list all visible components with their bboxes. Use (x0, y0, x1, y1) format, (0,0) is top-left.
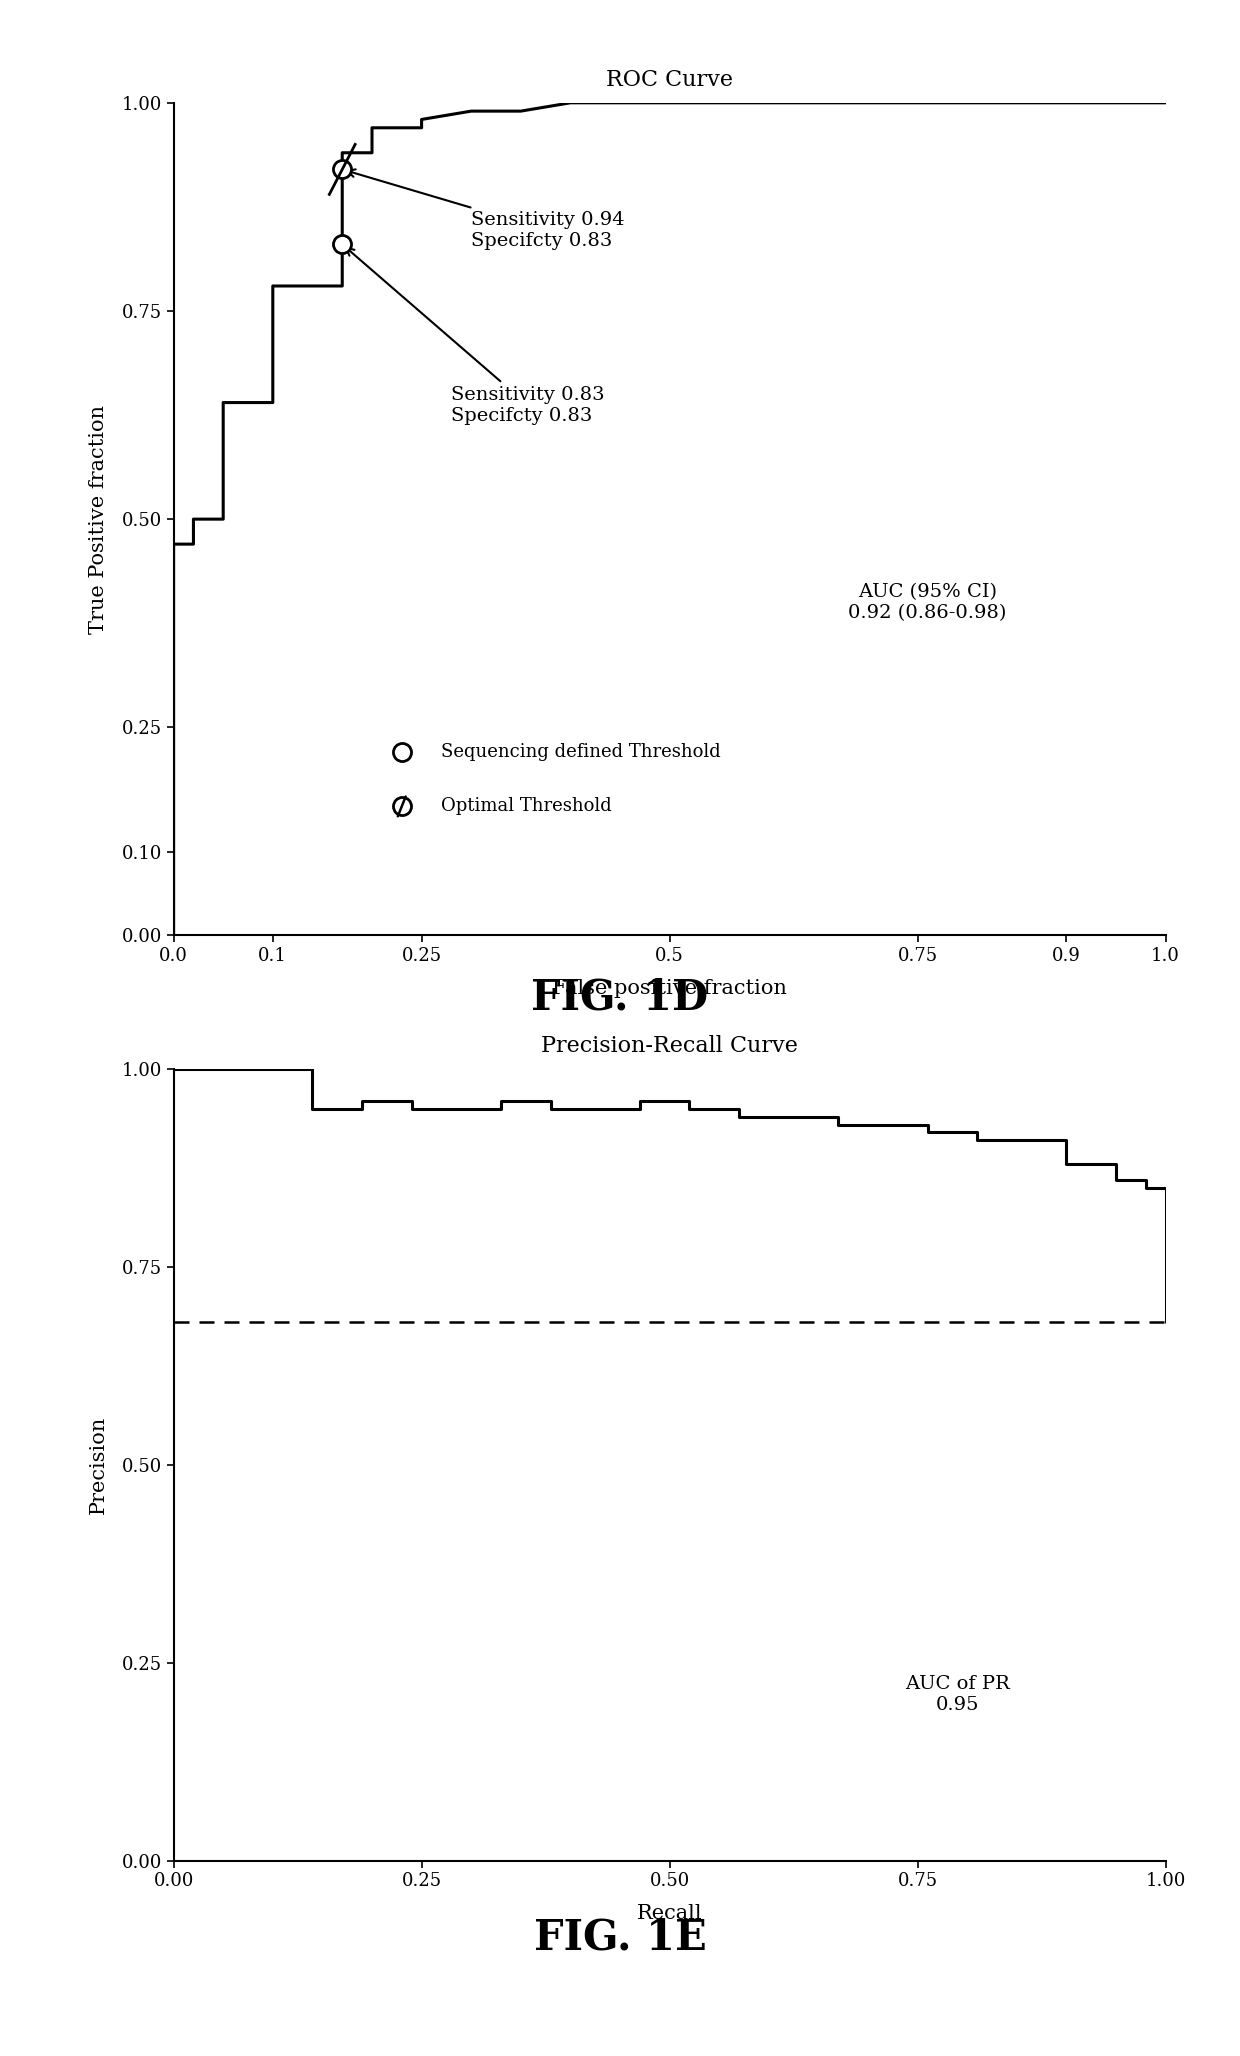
Text: Sensitivity 0.83
Specifcty 0.83: Sensitivity 0.83 Specifcty 0.83 (346, 247, 605, 426)
Text: AUC of PR
0.95: AUC of PR 0.95 (905, 1676, 1009, 1715)
Y-axis label: Precision: Precision (88, 1417, 108, 1513)
Text: FIG. 1E: FIG. 1E (533, 1916, 707, 1957)
Title: ROC Curve: ROC Curve (606, 70, 733, 90)
Y-axis label: True Positive fraction: True Positive fraction (88, 405, 108, 633)
Text: AUC (95% CI)
0.92 (0.86-0.98): AUC (95% CI) 0.92 (0.86-0.98) (848, 584, 1007, 621)
Text: Sensitivity 0.94
Specifcty 0.83: Sensitivity 0.94 Specifcty 0.83 (347, 169, 625, 251)
X-axis label: Recall: Recall (637, 1904, 702, 1922)
X-axis label: False positive fraction: False positive fraction (552, 979, 787, 997)
Title: Precision-Recall Curve: Precision-Recall Curve (541, 1036, 799, 1057)
Text: Sequencing defined Threshold: Sequencing defined Threshold (441, 744, 722, 761)
Text: Optimal Threshold: Optimal Threshold (441, 798, 613, 816)
Text: FIG. 1D: FIG. 1D (532, 977, 708, 1018)
